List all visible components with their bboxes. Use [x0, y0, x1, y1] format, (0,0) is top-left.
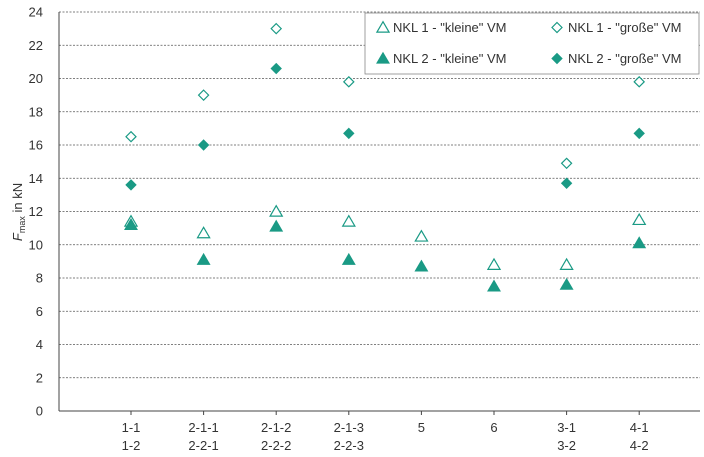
y-tick-label: 18	[29, 104, 43, 119]
data-point-series-3	[559, 277, 574, 290]
x-tick-label: 1-1	[122, 420, 141, 435]
legend-label-series-2: NKL 1 - "große" VM	[568, 20, 682, 35]
data-point-series-1	[269, 204, 284, 217]
data-point-series-2	[197, 89, 210, 101]
y-tick-label: 4	[36, 337, 43, 352]
data-point-series-3	[196, 252, 211, 265]
data-point-series-2	[270, 22, 283, 35]
legend-marker-series-1	[375, 20, 391, 33]
y-tick-label: 6	[36, 304, 43, 319]
data-point-series-4	[633, 127, 645, 140]
legend-label-series-1: NKL 1 - "kleine" VM	[393, 20, 507, 35]
data-point-series-3	[341, 252, 356, 265]
data-point-series-1	[632, 212, 647, 226]
data-point-series-1	[559, 257, 574, 270]
x-tick-label: 4-2	[630, 438, 649, 453]
y-tick-label: 10	[29, 237, 43, 252]
x-tick-label: 1-2	[122, 438, 141, 453]
y-axis-label-main: F	[10, 232, 25, 241]
data-point-series-2	[560, 157, 573, 170]
data-point-series-1	[196, 226, 211, 239]
y-tick-label: 14	[29, 171, 43, 186]
legend-box	[364, 12, 700, 75]
legend-marker-series-4	[551, 52, 563, 65]
y-tick-label: 24	[29, 5, 43, 20]
data-point-series-4	[125, 179, 137, 191]
x-tick-labels: 1-1 1-2 2-1-1 2-2-1 2-1-2 2-2-2 2-1-3 2-2-3 5 6 3-…	[122, 420, 649, 453]
y-axis-label-sub: max	[17, 216, 27, 234]
x-tick-label: 3-1	[557, 420, 576, 435]
y-tick-label: 12	[29, 204, 43, 219]
x-tick-label: 3-2	[557, 438, 576, 453]
data-point-series-4	[270, 62, 282, 75]
legend-marker-series-3	[376, 51, 390, 64]
legend-label-series-4: NKL 2 - "große" VM	[568, 51, 682, 66]
data-point-series-1	[414, 229, 429, 242]
y-tick-label: 22	[29, 38, 43, 53]
x-tick-label: 2-1-3	[334, 420, 364, 435]
legend-label-series-3: NKL 2 - "kleine" VM	[393, 51, 507, 66]
data-point-series-1	[486, 257, 502, 270]
y-axis-label: Fmax in kN	[10, 183, 27, 241]
x-tick-label: 2-2-2	[261, 438, 291, 453]
x-tick-label: 2-2-1	[188, 438, 218, 453]
data-point-series-2	[125, 130, 137, 143]
data-point-series-3	[632, 236, 647, 249]
x-tick-label: 2-1-1	[188, 420, 218, 435]
x-tick-label: 2-2-3	[334, 438, 364, 453]
x-tick-label: 6	[490, 420, 497, 435]
data-point-series-3	[487, 279, 501, 292]
legend: NKL 1 - "kleine" VM NKL 1 - "große" VM NKL…	[364, 12, 700, 75]
axes	[58, 12, 700, 415]
data-point-series-1	[341, 214, 356, 227]
y-tick-label: 8	[36, 271, 43, 286]
y-axis-label-unit: in kN	[10, 183, 25, 216]
legend-marker-series-2	[551, 21, 563, 34]
data-point-series-2	[342, 75, 355, 88]
data-point-series-3	[414, 259, 429, 272]
data-point-series-3	[124, 218, 138, 230]
y-tick-label: 2	[36, 370, 43, 385]
grid-lines	[59, 11, 700, 379]
data-point-series-4	[560, 177, 573, 189]
data-points	[123, 22, 647, 292]
y-tick-label: 16	[29, 138, 43, 153]
data-point-series-2	[633, 75, 646, 88]
x-tick-label: 2-1-2	[261, 420, 291, 435]
y-tick-label: 0	[36, 404, 43, 419]
data-point-series-4	[343, 127, 355, 140]
data-point-series-4	[197, 139, 210, 151]
data-point-series-3	[269, 219, 284, 232]
y-tick-label: 20	[29, 71, 43, 86]
x-tick-label: 4-1	[630, 420, 649, 435]
x-tick-label: 5	[418, 420, 425, 435]
